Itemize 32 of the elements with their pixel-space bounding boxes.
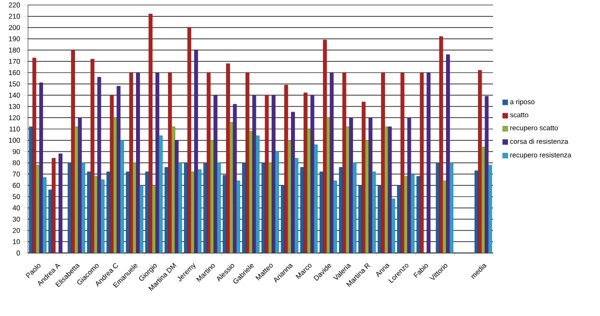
bar bbox=[230, 122, 234, 253]
bar bbox=[113, 118, 118, 253]
bar bbox=[132, 162, 136, 253]
bar bbox=[210, 140, 214, 253]
bar bbox=[365, 140, 369, 253]
bar bbox=[272, 94, 276, 253]
bar bbox=[152, 186, 156, 253]
bar bbox=[349, 118, 353, 253]
bar bbox=[74, 126, 78, 253]
bar bbox=[368, 118, 372, 253]
bar bbox=[384, 126, 388, 253]
bar bbox=[291, 112, 295, 253]
bar bbox=[446, 54, 450, 253]
bar bbox=[136, 72, 140, 253]
bar bbox=[97, 76, 102, 253]
bar bbox=[58, 154, 62, 253]
bar bbox=[346, 126, 350, 253]
bar bbox=[190, 172, 195, 253]
bar bbox=[484, 96, 489, 253]
bar bbox=[426, 72, 430, 253]
bar bbox=[36, 164, 40, 253]
bar bbox=[407, 118, 412, 253]
bar bbox=[307, 128, 311, 253]
bar bbox=[388, 126, 392, 253]
bar bbox=[442, 180, 446, 253]
bar bbox=[288, 140, 292, 253]
bar bbox=[194, 50, 198, 253]
bar bbox=[330, 72, 334, 253]
bar bbox=[214, 94, 218, 253]
bar bbox=[268, 162, 272, 253]
bar bbox=[116, 86, 120, 253]
bar bbox=[232, 104, 237, 253]
